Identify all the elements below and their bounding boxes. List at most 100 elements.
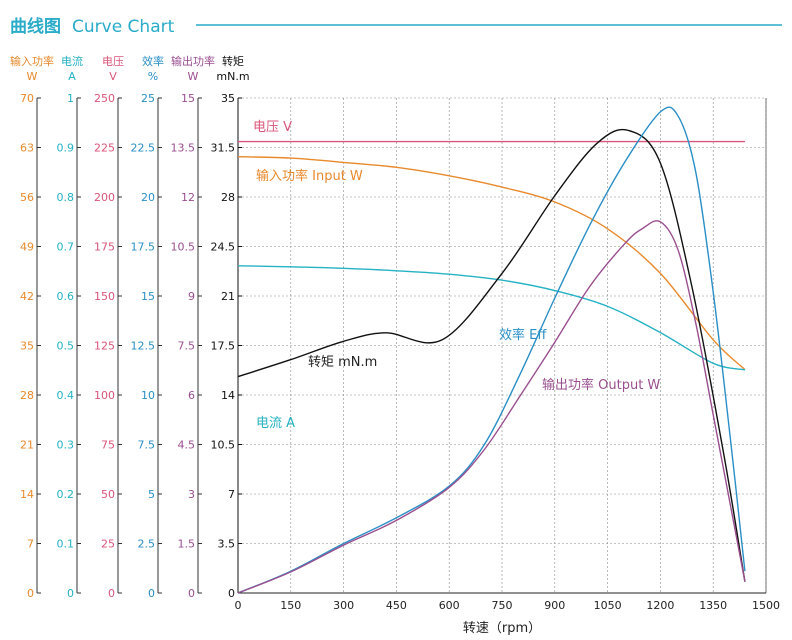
axis-tick-label: 250 — [94, 92, 115, 105]
x-tick-label: 1050 — [594, 599, 622, 612]
axis-tick-label: 0.9 — [57, 142, 75, 155]
annotation-input_power: 输入功率 Input W — [256, 168, 363, 184]
axis-tick-label: 12 — [181, 191, 195, 204]
series-input_power — [237, 156, 746, 371]
axis-tick-label: 2.5 — [138, 538, 156, 551]
axis-tick-label: 0 — [67, 587, 74, 600]
axis-tick-label: 1 — [67, 92, 74, 105]
axis-tick-label: 7.5 — [138, 439, 156, 452]
axis-tick-label: 22.5 — [131, 142, 156, 155]
axis-tick-label: 225 — [94, 142, 115, 155]
axis-tick-label: 0 — [108, 587, 115, 600]
axis-tick-label: 21 — [20, 439, 34, 452]
axis-tick-label: 35 — [221, 92, 235, 105]
axis-tick-label: 50 — [101, 488, 115, 501]
axis-unit: mN.m — [216, 70, 249, 83]
x-tick-label: 450 — [386, 599, 407, 612]
axis-tick-label: 4.5 — [178, 439, 196, 452]
series-annotations: 电压 V 输入功率 Input W 转矩 mN.m 效率 Eff 输出功率 Output… — [253, 120, 660, 431]
axis-tick-label: 70 — [20, 92, 34, 105]
axis-tick-label: 13.5 — [171, 142, 196, 155]
axis-tick-label: 125 — [94, 340, 115, 353]
x-axis-label: 转速（rpm） — [463, 621, 541, 636]
axis-tick-label: 17.5 — [211, 340, 236, 353]
axis-tick-label: 3 — [188, 488, 195, 501]
axis-name: 输出功率 — [171, 54, 215, 68]
axis-current: 电流 A 0 0.1 0.2 0.3 0.4 0.5 0.6 0.7 0.8 0.9 1 — [57, 54, 84, 600]
axis-tick-label: 0.7 — [57, 241, 75, 254]
axis-tick-label: 28 — [20, 389, 34, 402]
axis-output_power: 输出功率 W 0 1.5 3 4.5 6 7.5 9 10.5 12 13.5 15 — [171, 54, 216, 600]
axis-name: 输入功率 — [10, 54, 54, 68]
axis-tick-label: 25 — [141, 92, 155, 105]
axis-tick-label: 20 — [141, 191, 155, 204]
axis-tick-label: 6 — [188, 389, 195, 402]
axis-tick-label: 0 — [148, 587, 155, 600]
axis-tick-label: 10.5 — [211, 439, 236, 452]
series-efficiency — [237, 106, 746, 594]
axis-tick-label: 200 — [94, 191, 115, 204]
axis-tick-label: 7 — [228, 488, 235, 501]
axis-tick-label: 10 — [141, 389, 155, 402]
axis-tick-label: 9 — [188, 290, 195, 303]
axis-tick-label: 7 — [27, 538, 34, 551]
axis-tick-label: 3.5 — [218, 538, 236, 551]
axis-tick-label: 0.1 — [57, 538, 75, 551]
annotation-efficiency: 效率 Eff — [499, 327, 547, 343]
axis-unit: A — [68, 70, 76, 83]
x-tick-label: 900 — [544, 599, 565, 612]
axis-tick-label: 15 — [141, 290, 155, 303]
axis-tick-label: 75 — [101, 439, 115, 452]
axis-input_power: 输入功率 W 0 7 14 21 28 35 42 49 56 63 70 — [10, 54, 54, 600]
chart-title-en: Curve Chart — [72, 17, 175, 37]
x-tick-label: 0 — [235, 599, 242, 612]
axis-tick-label: 0 — [188, 587, 195, 600]
x-tick-label: 1200 — [646, 599, 674, 612]
axis-tick-label: 25 — [101, 538, 115, 551]
axis-tick-label: 24.5 — [211, 241, 236, 254]
annotation-output_power: 输出功率 Output W — [542, 377, 660, 393]
axis-tick-label: 56 — [20, 191, 34, 204]
axis-tick-label: 0.3 — [57, 439, 75, 452]
axis-unit: % — [148, 70, 158, 83]
axis-voltage: 电压 V 0 25 50 75 100 125 150 175 200 225 250 — [94, 55, 124, 600]
axis-tick-label: 7.5 — [178, 340, 196, 353]
axis-name: 效率 — [142, 54, 164, 68]
axis-unit: V — [109, 70, 117, 83]
axis-tick-label: 0.2 — [57, 488, 75, 501]
axis-tick-label: 15 — [181, 92, 195, 105]
annotation-torque: 转矩 mN.m — [308, 355, 377, 370]
axis-tick-label: 0.6 — [57, 290, 75, 303]
value-axes: 输入功率W07142128354249566370电流A00.10.20.30.… — [10, 54, 250, 600]
axis-tick-label: 14 — [20, 488, 34, 501]
axis-tick-label: 14 — [221, 389, 235, 402]
axis-tick-label: 63 — [20, 142, 34, 155]
axis-efficiency: 效率% 0 2.5 5 7.5 10 12.5 15 17.5 20 22.5 25 — [131, 54, 165, 600]
axis-tick-label: 42 — [20, 290, 34, 303]
axis-tick-label: 21 — [221, 290, 235, 303]
axis-tick-label: 0.8 — [57, 191, 75, 204]
axis-name: 电流 — [61, 54, 83, 68]
axis-tick-label: 17.5 — [131, 241, 156, 254]
axis-unit: W — [188, 70, 199, 83]
x-tick-label: 750 — [492, 599, 513, 612]
series-current — [237, 265, 746, 371]
axis-tick-label: 1.5 — [178, 538, 196, 551]
axis-tick-label: 5 — [148, 488, 155, 501]
x-tick-label: 600 — [439, 599, 460, 612]
axis-tick-label: 0 — [228, 587, 235, 600]
x-axis: 0 150 300 450 600 750 900 1050 1200 1350 1500 转速（rp… — [235, 592, 780, 636]
series-output_power — [237, 220, 746, 594]
annotation-voltage: 电压 V — [253, 120, 292, 135]
axis-name: 转矩 — [222, 54, 244, 68]
axis-tick-label: 12.5 — [131, 340, 156, 353]
axis-tick-label: 0.4 — [57, 389, 75, 402]
x-tick-label: 1500 — [752, 599, 780, 612]
axis-tick-label: 150 — [94, 290, 115, 303]
x-tick-label: 150 — [280, 599, 301, 612]
axis-tick-label: 49 — [20, 241, 34, 254]
axis-tick-label: 10.5 — [171, 241, 196, 254]
axis-tick-label: 35 — [20, 340, 34, 353]
axis-tick-label: 0.5 — [57, 340, 75, 353]
